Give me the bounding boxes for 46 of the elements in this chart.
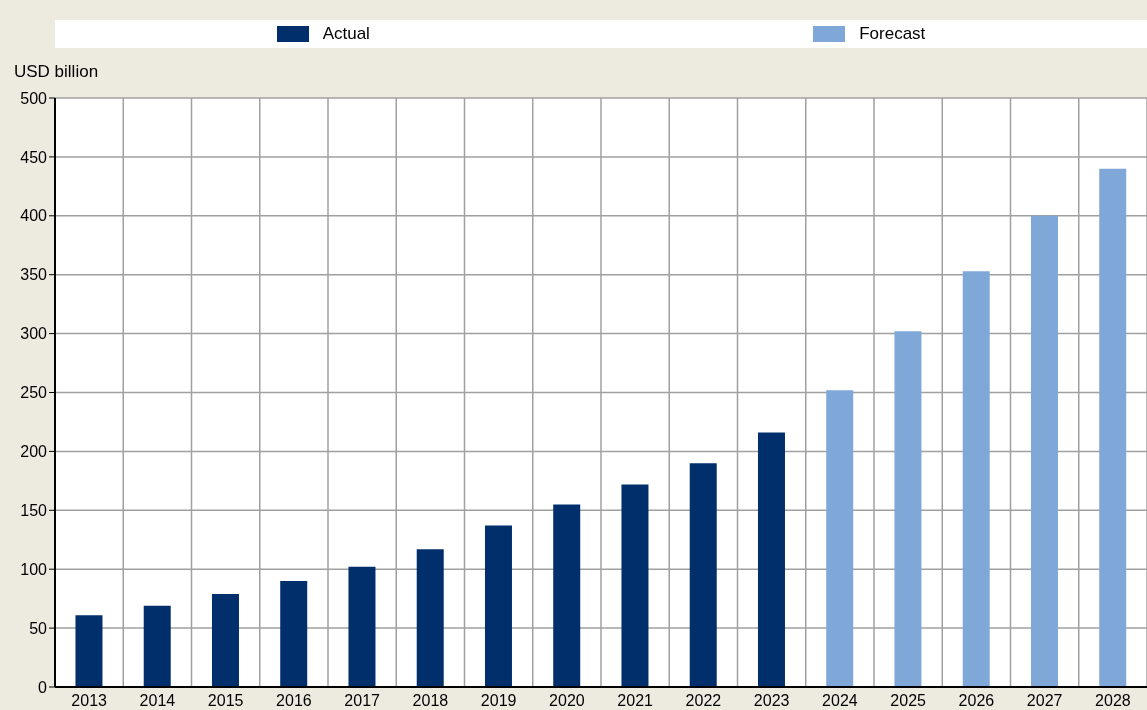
bar: [75, 615, 103, 687]
x-tick-label: 2019: [480, 692, 517, 710]
x-tick-label: 2025: [890, 692, 927, 710]
bar: [689, 463, 717, 687]
x-tick-label: 2014: [139, 692, 176, 710]
bar: [211, 593, 239, 687]
bar: [621, 484, 649, 687]
x-tick-label: 2018: [412, 692, 449, 710]
bar: [1030, 215, 1058, 687]
bar: [553, 504, 581, 687]
y-tick-label: 100: [20, 560, 48, 578]
y-tick-label: 0: [38, 678, 48, 696]
legend-label: Forecast: [859, 24, 926, 44]
y-tick-label: 450: [20, 148, 48, 166]
bar: [416, 549, 444, 687]
y-tick-label: 50: [29, 619, 48, 637]
y-tick-label: 350: [20, 266, 48, 284]
x-tick-label: 2017: [344, 692, 381, 710]
bar: [894, 331, 922, 687]
bar: [143, 605, 171, 687]
y-tick-label: 150: [20, 501, 48, 519]
bar: [962, 271, 990, 687]
legend-label: Actual: [322, 24, 370, 44]
bar: [1099, 168, 1127, 687]
bar: [757, 432, 785, 687]
bar: [348, 566, 376, 687]
bar: [826, 390, 854, 687]
y-tick-label: 250: [20, 384, 48, 402]
y-tick-label: 300: [20, 325, 48, 343]
x-tick-label: 2015: [207, 692, 244, 710]
y-axis-title: USD billion: [14, 62, 99, 82]
x-tick-label: 2024: [822, 692, 858, 710]
x-tick-label: 2027: [1026, 692, 1063, 710]
x-tick-label: 2023: [753, 692, 790, 710]
x-tick-label: 2028: [1095, 692, 1131, 710]
y-tick-label: 400: [20, 207, 48, 225]
y-tick-label: 200: [20, 443, 48, 461]
bar: [280, 580, 308, 687]
x-tick-label: 2020: [549, 692, 585, 710]
x-tick-label: 2022: [685, 692, 722, 710]
x-tick-label: 2021: [617, 692, 654, 710]
x-tick-label: 2013: [71, 692, 108, 710]
bar: [484, 525, 512, 687]
y-tick-label: 500: [20, 89, 48, 107]
x-tick-label: 2026: [958, 692, 995, 710]
x-tick-label: 2016: [276, 692, 312, 710]
